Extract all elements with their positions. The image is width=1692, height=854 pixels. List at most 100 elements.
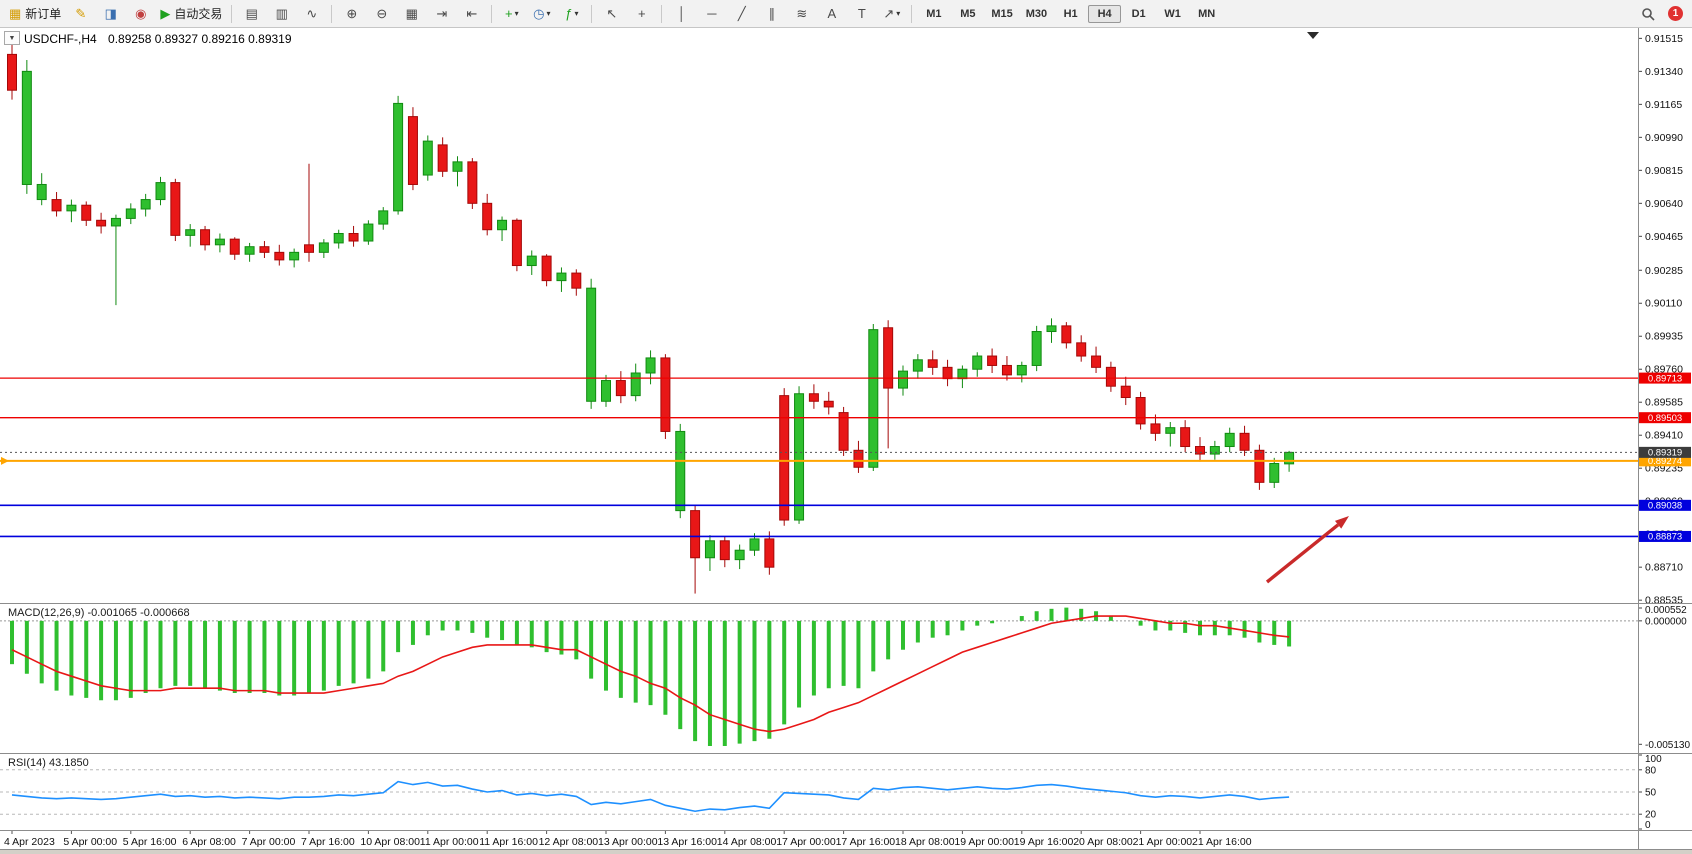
fibonacci-button[interactable]: ≋ (787, 2, 816, 26)
text-label-button[interactable]: T (847, 2, 876, 26)
svg-text:0.90465: 0.90465 (1645, 231, 1683, 243)
text-button[interactable]: A (817, 2, 846, 26)
indicators-button[interactable]: ƒ ▾ (557, 2, 586, 26)
svg-text:0.91515: 0.91515 (1645, 33, 1683, 45)
svg-text:14 Apr 08:00: 14 Apr 08:00 (717, 836, 777, 848)
hline-left-marker (1, 456, 9, 465)
timeframe-m15-button[interactable]: M15 (991, 7, 1013, 20)
time-axis[interactable]: 4 Apr 2023 5 Apr 00:00 5 Apr 16:00 6 Apr 08… (0, 831, 1692, 849)
timeframe-mn-button[interactable]: MN (1198, 7, 1216, 20)
timeframe-m30-button[interactable]: M30 (1025, 7, 1048, 20)
metaeditor-button[interactable]: ✎ (66, 2, 95, 26)
new-chart-icon: + (505, 6, 513, 21)
periods-button[interactable]: ◷ ▾ (527, 2, 556, 26)
chart-shift-marker (1307, 32, 1319, 39)
svg-text:13 Apr 16:00: 13 Apr 16:00 (657, 836, 717, 848)
notification-badge[interactable]: 1 (1668, 6, 1683, 21)
rsi-line (11, 780, 1290, 813)
vertical-line-icon: │ (677, 6, 686, 21)
chevron-down-icon: ▾ (574, 9, 579, 18)
new-order-button[interactable]: ▦ 新订单 (5, 2, 65, 26)
timeframe-w1-button[interactable]: W1 (1164, 7, 1181, 20)
search-button[interactable] (1633, 2, 1662, 26)
bar-chart-icon: ▤ (245, 6, 258, 21)
svg-text:80: 80 (1645, 765, 1657, 776)
main-toolbar: ▦ 新订单 ✎ ◨ ◉ ▶ 自动交易 ▤ ▥ ∿ ⊕ ⊖ ▦ ⇥ ⇤ + ▾ (0, 0, 1692, 28)
symbol-period-label: USDCHF-,H4 (24, 32, 97, 46)
svg-text:17 Apr 00:00: 17 Apr 00:00 (776, 836, 836, 848)
zoom-in-button[interactable]: ⊕ (337, 2, 366, 26)
svg-text:17 Apr 16:00: 17 Apr 16:00 (836, 836, 896, 848)
svg-text:0.91165: 0.91165 (1645, 99, 1682, 111)
svg-text:0.89274: 0.89274 (1648, 456, 1682, 467)
toolbar-separator (661, 4, 663, 23)
timeframe-h4-button[interactable]: H4 (1088, 4, 1122, 23)
svg-text:0.89319: 0.89319 (1648, 448, 1682, 459)
svg-text:0.000552: 0.000552 (1645, 605, 1687, 616)
tile-windows-button[interactable]: ▦ (397, 2, 426, 26)
svg-text:0: 0 (1645, 820, 1651, 830)
svg-text:-0.005130: -0.005130 (1645, 740, 1690, 751)
crosshair-icon: + (638, 6, 646, 21)
svg-text:0.90990: 0.90990 (1645, 132, 1683, 144)
annotation-arrow (1265, 523, 1340, 584)
one-click-trading-toggle[interactable]: ▼ (4, 31, 20, 45)
svg-text:11 Apr 00:00: 11 Apr 00:00 (420, 836, 479, 848)
svg-text:20: 20 (1645, 810, 1657, 821)
svg-text:0.89585: 0.89585 (1645, 397, 1683, 409)
svg-text:50: 50 (1645, 788, 1657, 799)
macd-pane-divider[interactable] (0, 603, 1692, 604)
trendline-icon: ╱ (737, 6, 746, 21)
svg-text:19 Apr 16:00: 19 Apr 16:00 (1014, 836, 1074, 848)
svg-text:4 Apr 2023: 4 Apr 2023 (4, 836, 55, 848)
svg-text:5 Apr 16:00: 5 Apr 16:00 (123, 836, 177, 848)
candles (7, 44, 1295, 594)
chart-bottom-border (0, 849, 1692, 850)
bar-chart-button[interactable]: ▤ (237, 2, 266, 26)
timeframe-h1-button[interactable]: H1 (1063, 7, 1078, 20)
terminal-button[interactable]: ◉ (126, 2, 155, 26)
cursor-button[interactable]: ↖ (597, 2, 626, 26)
chart-shift-button[interactable]: ⇤ (457, 2, 486, 26)
macd-indicator-label: MACD(12,26,9) -0.001065 -0.000668 (8, 607, 190, 619)
auto-scroll-button[interactable]: ⇥ (427, 2, 456, 26)
auto-scroll-icon: ⇥ (436, 6, 448, 21)
channel-button[interactable]: ∥ (757, 2, 786, 26)
trendline-button[interactable]: ╱ (727, 2, 756, 26)
timeframe-m1-button[interactable]: M1 (926, 7, 942, 20)
macd-signal-line (11, 615, 1290, 733)
new-order-label: 新订单 (25, 7, 62, 21)
price-badge (1639, 372, 1691, 384)
horizontal-line-button[interactable]: ─ (697, 2, 726, 26)
text-icon: A (827, 6, 837, 21)
chart-shift-icon: ⇤ (466, 6, 478, 21)
zoom-out-icon: ⊖ (376, 6, 388, 21)
candle-chart-button[interactable]: ▥ (267, 2, 296, 26)
tile-windows-icon: ▦ (405, 6, 418, 21)
svg-text:21 Apr 16:00: 21 Apr 16:00 (1192, 836, 1252, 848)
svg-text:100: 100 (1645, 754, 1662, 765)
price-badge (1639, 455, 1691, 467)
channel-icon: ∥ (768, 6, 776, 21)
autotrading-button[interactable]: ▶ 自动交易 (156, 2, 226, 26)
svg-text:13 Apr 00:00: 13 Apr 00:00 (598, 836, 658, 848)
autotrading-label: 自动交易 (174, 7, 223, 21)
crosshair-button[interactable]: + (627, 2, 656, 26)
arrows-tool-button[interactable]: ↗ ▾ (877, 2, 906, 26)
annotation-arrow-head (1334, 516, 1349, 529)
ohlc-values: 0.89258 0.89327 0.89216 0.89319 (108, 32, 292, 46)
terminal-icon: ◉ (135, 6, 147, 21)
timeframe-d1-button[interactable]: D1 (1131, 7, 1146, 20)
rsi-pane-divider[interactable] (0, 753, 1692, 754)
svg-text:0.89038: 0.89038 (1648, 501, 1682, 512)
price-chart[interactable]: 0.91515 0.91340 0.91165 0.90990 0.90815 0.906… (0, 28, 1692, 603)
line-chart-button[interactable]: ∿ (297, 2, 326, 26)
vertical-line-button[interactable]: │ (667, 2, 696, 26)
new-chart-button[interactable]: + ▾ (497, 2, 526, 26)
timeframe-m5-button[interactable]: M5 (960, 7, 976, 20)
zoom-out-button[interactable]: ⊖ (367, 2, 396, 26)
zoom-in-icon: ⊕ (346, 6, 358, 21)
profiles-button[interactable]: ◨ (96, 2, 125, 26)
